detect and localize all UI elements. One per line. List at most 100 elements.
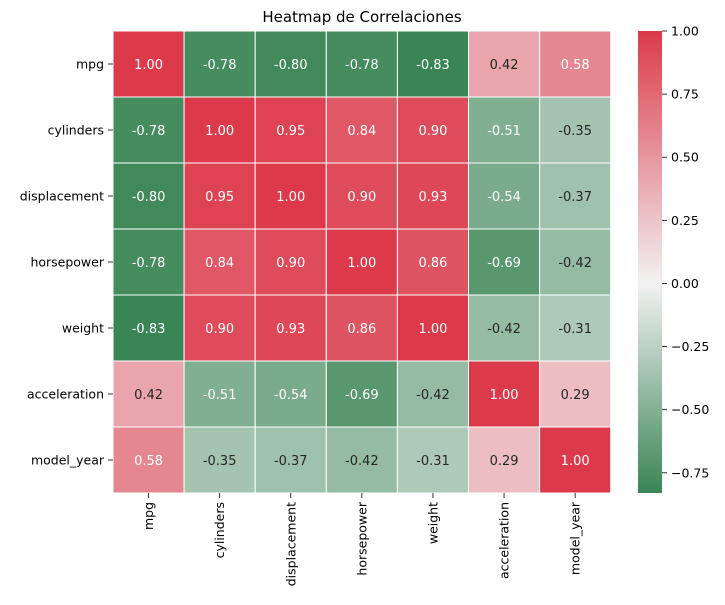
- colorbar-tick-label: 0.50: [671, 150, 699, 165]
- heatmap-cell: [468, 426, 541, 494]
- column-tick-label: horsepower: [354, 501, 369, 575]
- heatmap-cell: [468, 162, 541, 230]
- heatmap-cell: [183, 30, 256, 98]
- heatmap-cell: [468, 228, 541, 296]
- heatmap-cell: [254, 30, 327, 98]
- cell-value-label: 0.86: [347, 322, 376, 337]
- cell-value-label: 0.90: [418, 124, 447, 139]
- cell-value-label: -0.78: [132, 256, 166, 271]
- heatmap-cell: [325, 30, 398, 98]
- cell-value-label: 0.86: [418, 256, 447, 271]
- cell-value-label: 0.90: [205, 322, 234, 337]
- heatmap-cells: 1.00 -0.78 -0.80 -0.78 -0.83 0.42 0.58 -0.78 1.0…: [112, 30, 612, 494]
- chart-title: Heatmap de Correlaciones: [262, 8, 461, 26]
- column-tick-label: model_year: [568, 501, 583, 575]
- colorbar-tick-label: −0.50: [671, 402, 709, 417]
- row-tick-label: weight: [62, 321, 104, 336]
- row-tick-labels: mpg cylinders displacement horsepower weight…: [20, 57, 113, 468]
- cell-value-label: 1.00: [276, 190, 305, 205]
- row-tick-label: model_year: [31, 453, 105, 468]
- cell-value-label: 0.93: [276, 322, 305, 337]
- heatmap-cell: [112, 360, 185, 428]
- column-tick-label: displacement: [283, 502, 298, 586]
- heatmap-cell: [325, 426, 398, 494]
- cell-value-label: 0.58: [561, 58, 590, 73]
- cell-value-label: 1.00: [561, 454, 590, 469]
- cell-value-label: -0.51: [203, 388, 237, 403]
- heatmap-cell: [112, 294, 185, 362]
- cell-value-label: 0.58: [134, 454, 163, 469]
- heatmap-cell: [539, 426, 612, 494]
- heatmap-cell: [183, 162, 256, 230]
- cell-value-label: 0.42: [134, 388, 163, 403]
- colorbar-tick-label: −0.25: [671, 339, 709, 354]
- cell-value-label: 0.95: [205, 190, 234, 205]
- cell-value-label: -0.42: [487, 322, 521, 337]
- heatmap-cell: [254, 426, 327, 494]
- cell-value-label: -0.83: [416, 58, 450, 73]
- cell-value-label: -0.78: [345, 58, 379, 73]
- cell-value-label: -0.42: [416, 388, 450, 403]
- cell-value-label: -0.69: [487, 256, 521, 271]
- row-tick-label: mpg: [76, 57, 104, 72]
- cell-value-label: 0.90: [276, 256, 305, 271]
- cell-value-label: -0.35: [203, 454, 237, 469]
- heatmap-cell: [183, 228, 256, 296]
- cell-value-label: 1.00: [418, 322, 447, 337]
- heatmap-cell: [396, 426, 469, 494]
- cell-value-label: 0.42: [490, 58, 519, 73]
- heatmap-cell: [539, 96, 612, 164]
- heatmap-cell: [112, 228, 185, 296]
- cell-value-label: -0.54: [274, 388, 308, 403]
- heatmap-cell: [468, 30, 541, 98]
- cell-value-label: -0.31: [416, 454, 450, 469]
- cell-value-label: -0.80: [274, 58, 308, 73]
- cell-value-label: 0.29: [561, 388, 590, 403]
- heatmap-cell: [325, 162, 398, 230]
- colorbar-tick-label: 1.00: [671, 24, 699, 39]
- heatmap-cell: [396, 360, 469, 428]
- row-tick-label: displacement: [20, 189, 104, 204]
- heatmap-cell: [539, 360, 612, 428]
- cell-value-label: 0.29: [490, 454, 519, 469]
- cell-value-label: -0.54: [487, 190, 521, 205]
- heatmap-cell: [112, 426, 185, 494]
- colorbar-tick-label: 0.25: [671, 213, 699, 228]
- cell-value-label: 0.84: [205, 256, 234, 271]
- cell-value-label: -0.69: [345, 388, 379, 403]
- heatmap-cell: [112, 30, 185, 98]
- heatmap-cell: [539, 162, 612, 230]
- row-tick-label: acceleration: [27, 387, 104, 402]
- colorbar-tick-label: 0.00: [671, 276, 699, 291]
- cell-value-label: 0.95: [276, 124, 305, 139]
- column-tick-labels: mpg cylinders displacement horsepower weight…: [141, 493, 583, 586]
- cell-value-label: 0.93: [418, 190, 447, 205]
- heatmap-cell: [325, 360, 398, 428]
- row-tick-label: cylinders: [48, 123, 104, 138]
- colorbar: 1.00 0.75 0.50 0.25 0.00 −0.25 −0.50 −0.75: [638, 24, 709, 493]
- heatmap-cell: [254, 96, 327, 164]
- cell-value-label: 0.84: [347, 124, 376, 139]
- cell-value-label: -0.31: [558, 322, 592, 337]
- cell-value-label: -0.78: [203, 58, 237, 73]
- heatmap-cell: [325, 228, 398, 296]
- cell-value-label: 1.00: [347, 256, 376, 271]
- colorbar-gradient: [638, 31, 662, 493]
- cell-value-label: 1.00: [490, 388, 519, 403]
- heatmap-cell: [254, 294, 327, 362]
- heatmap-cell: [254, 162, 327, 230]
- cell-value-label: -0.78: [132, 124, 166, 139]
- cell-value-label: -0.42: [558, 256, 592, 271]
- column-tick-label: cylinders: [212, 502, 227, 558]
- heatmap-cell: [254, 360, 327, 428]
- row-tick-label: horsepower: [30, 255, 104, 270]
- cell-value-label: -0.37: [274, 454, 308, 469]
- cell-value-label: -0.35: [558, 124, 592, 139]
- column-tick-label: weight: [425, 502, 440, 544]
- cell-value-label: -0.42: [345, 454, 379, 469]
- cell-value-label: -0.80: [132, 190, 166, 205]
- cell-value-label: 1.00: [134, 58, 163, 73]
- cell-value-label: 0.90: [347, 190, 376, 205]
- cell-value-label: -0.51: [487, 124, 521, 139]
